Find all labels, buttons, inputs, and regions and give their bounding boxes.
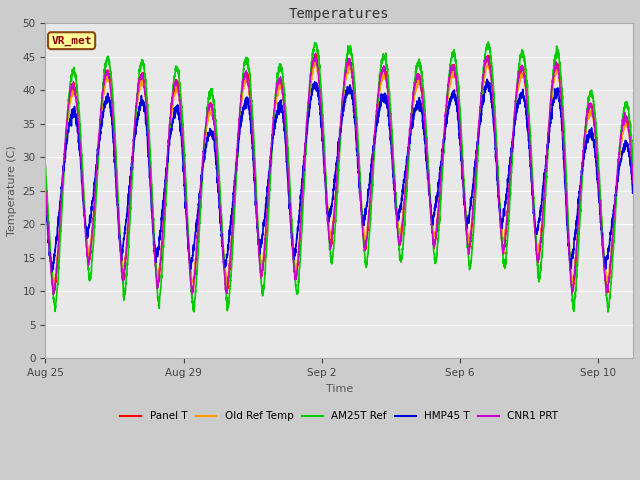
Line: CNR1 PRT: CNR1 PRT <box>45 54 633 295</box>
Old Ref Temp <box>42 178 49 183</box>
Panel T <box>42 173 49 179</box>
AM25T Ref <box>604 309 612 315</box>
CNR1 PRT <box>565 248 573 253</box>
CNR1 PRT <box>593 155 600 160</box>
Old Ref Temp <box>529 177 536 182</box>
Panel T <box>312 50 319 56</box>
CNR1 PRT <box>390 185 398 191</box>
Old Ref Temp <box>50 282 58 288</box>
HMP45 T <box>346 86 354 92</box>
Panel T <box>189 291 196 297</box>
AM25T Ref <box>346 48 354 53</box>
Old Ref Temp <box>310 59 318 64</box>
AM25T Ref <box>444 91 451 97</box>
HMP45 T <box>48 269 56 275</box>
Y-axis label: Temperature (C): Temperature (C) <box>7 145 17 236</box>
Line: HMP45 T: HMP45 T <box>45 79 633 272</box>
AM25T Ref <box>529 168 536 174</box>
AM25T Ref <box>42 163 49 168</box>
Old Ref Temp <box>565 240 573 246</box>
Panel T <box>347 60 355 65</box>
HMP45 T <box>390 179 398 185</box>
AM25T Ref <box>629 161 637 167</box>
Title: Temperatures: Temperatures <box>289 7 390 21</box>
AM25T Ref <box>565 234 573 240</box>
HMP45 T <box>629 189 637 195</box>
Line: Panel T: Panel T <box>45 53 633 294</box>
Line: Old Ref Temp: Old Ref Temp <box>45 61 633 285</box>
AM25T Ref <box>593 131 600 136</box>
Old Ref Temp <box>444 96 451 102</box>
Panel T <box>629 170 637 176</box>
Panel T <box>444 93 451 98</box>
CNR1 PRT <box>49 292 57 298</box>
CNR1 PRT <box>347 57 355 63</box>
CNR1 PRT <box>529 191 536 196</box>
CNR1 PRT <box>629 180 637 186</box>
HMP45 T <box>529 187 536 193</box>
Old Ref Temp <box>629 174 637 180</box>
AM25T Ref <box>484 39 492 45</box>
Panel T <box>529 181 536 187</box>
CNR1 PRT <box>311 51 319 57</box>
CNR1 PRT <box>42 186 49 192</box>
HMP45 T <box>593 171 600 177</box>
Text: VR_met: VR_met <box>51 36 92 46</box>
HMP45 T <box>483 76 491 82</box>
Old Ref Temp <box>390 174 398 180</box>
X-axis label: Time: Time <box>326 384 353 394</box>
Line: AM25T Ref: AM25T Ref <box>45 42 633 312</box>
CNR1 PRT <box>444 89 451 95</box>
HMP45 T <box>444 114 451 120</box>
Legend: Panel T, Old Ref Temp, AM25T Ref, HMP45 T, CNR1 PRT: Panel T, Old Ref Temp, AM25T Ref, HMP45 … <box>116 407 563 425</box>
HMP45 T <box>42 196 49 202</box>
HMP45 T <box>565 251 573 257</box>
Panel T <box>565 241 573 247</box>
Panel T <box>390 179 398 184</box>
AM25T Ref <box>390 168 398 174</box>
Old Ref Temp <box>347 67 355 72</box>
Panel T <box>593 147 600 153</box>
Old Ref Temp <box>593 150 600 156</box>
